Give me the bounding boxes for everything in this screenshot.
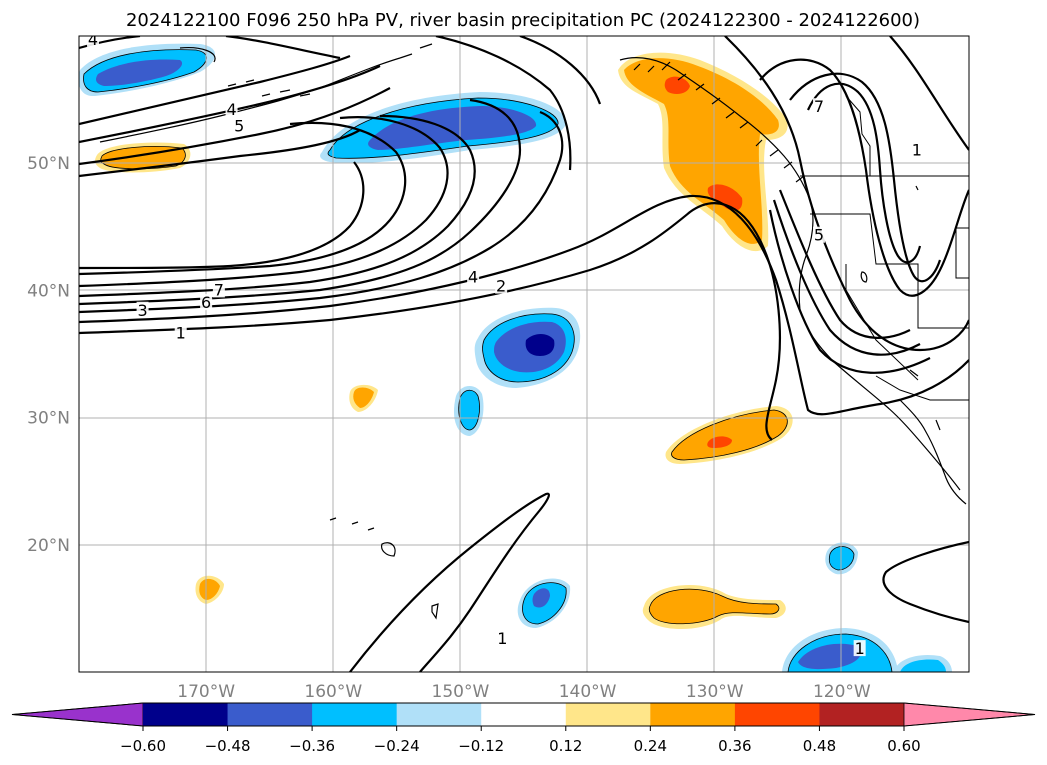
precip-shading xyxy=(79,43,952,672)
contour-label: 5 xyxy=(234,116,244,135)
colorbar-segment xyxy=(312,703,398,726)
contour-label: 2 xyxy=(496,277,506,296)
anomaly-positive xyxy=(199,578,220,600)
colorbar-tick-label: 0.12 xyxy=(549,737,582,755)
anomaly-negative xyxy=(532,588,550,608)
contour-label-bg xyxy=(467,268,480,285)
colorbar-segments xyxy=(11,702,1036,727)
longitude-tick-labels: 170°W 160°W 150°W 140°W 130°W 120°W xyxy=(177,682,871,702)
chart-title: 2024122100 F096 250 hPa PV, river basin … xyxy=(126,10,920,31)
anomaly-negative xyxy=(458,390,480,430)
anomaly-positive xyxy=(707,436,732,448)
latitude-tick-labels: 20°N 30°N 40°N 50°N xyxy=(27,154,70,556)
contour-label-bg xyxy=(812,98,825,115)
colorbar-segment xyxy=(565,703,651,726)
colorbar-segment xyxy=(227,703,313,726)
anomaly-positive xyxy=(353,387,374,408)
contour-label-bg xyxy=(136,301,149,318)
colorbar-tick-label: 0.24 xyxy=(634,737,667,755)
colorbar: −0.60 −0.48 −0.36 −0.24 −0.12 0.12 0.24 0.36 0.4… xyxy=(11,702,1036,755)
colorbar-segment xyxy=(481,703,567,726)
colorbar-segment xyxy=(650,703,736,726)
anomaly-negative xyxy=(829,546,854,570)
colorbar-tick-label: 0.36 xyxy=(718,737,751,755)
colorbar-segment xyxy=(143,703,229,726)
contour-label-bg xyxy=(200,294,213,311)
anomaly-negative xyxy=(525,334,555,356)
contour-label: 3 xyxy=(137,301,147,320)
contour-label-bg xyxy=(910,141,923,158)
contour-label-bg xyxy=(233,117,246,134)
contour-label-bg xyxy=(812,226,825,243)
colorbar-segment xyxy=(819,703,905,726)
lat-tick-label: 20°N xyxy=(27,536,70,556)
contour-label: 7 xyxy=(814,97,824,116)
contour-label: 6 xyxy=(201,293,211,312)
shading-outlines xyxy=(83,49,893,672)
lon-tick-label: 140°W xyxy=(559,682,617,702)
map-frame xyxy=(78,35,970,673)
contour-label-bg xyxy=(212,281,225,298)
anomaly-positive xyxy=(671,410,788,460)
lon-tick-label: 160°W xyxy=(304,682,362,702)
colorbar-tick-label: −0.48 xyxy=(205,737,251,755)
colorbar-segment xyxy=(396,703,482,726)
lat-tick-label: 40°N xyxy=(27,281,70,301)
contour-label-bg xyxy=(496,629,509,646)
colorbar-tick-label: −0.36 xyxy=(289,737,335,755)
lat-tick-label: 50°N xyxy=(27,154,70,174)
contour-label: 1 xyxy=(176,324,186,343)
colorbar-tick-label: 0.48 xyxy=(803,737,836,755)
lon-tick-label: 170°W xyxy=(177,682,235,702)
contour-label: 1 xyxy=(497,629,507,648)
anomaly-positive xyxy=(707,184,743,211)
gridlines xyxy=(79,36,969,672)
colorbar-extend-high xyxy=(903,702,1036,727)
colorbar-extend-low xyxy=(11,702,144,727)
anomaly-negative xyxy=(96,59,183,86)
anomaly-negative xyxy=(900,659,946,672)
colorbar-tick-label: −0.12 xyxy=(458,737,504,755)
contour-label: 5 xyxy=(814,226,824,245)
contour-label-bg xyxy=(853,640,866,657)
contour-label-bg xyxy=(495,277,508,294)
lon-tick-label: 130°W xyxy=(686,682,744,702)
colorbar-tick-label: −0.24 xyxy=(374,737,420,755)
contour-label: 4 xyxy=(88,30,98,49)
lat-tick-label: 30°N xyxy=(27,409,70,429)
colorbar-tick-label: 0.60 xyxy=(887,737,920,755)
lon-tick-label: 120°W xyxy=(813,682,871,702)
contour-label: 1 xyxy=(855,639,865,658)
anomaly-positive xyxy=(664,76,690,94)
contour-label: 4 xyxy=(468,268,478,287)
contour-label-bg xyxy=(174,324,187,341)
contour-label-bg xyxy=(86,36,99,47)
colorbar-segment xyxy=(734,703,820,726)
contour-label: 4 xyxy=(226,100,236,119)
contour-label: 7 xyxy=(214,280,224,299)
colorbar-tick-label: −0.60 xyxy=(120,737,166,755)
pv-contours xyxy=(79,36,969,672)
contour-label: 1 xyxy=(912,140,922,159)
contour-label-bg xyxy=(225,100,238,117)
anomaly-negative xyxy=(798,643,862,670)
lon-tick-label: 150°W xyxy=(432,682,490,702)
colorbar-tick-labels: −0.60 −0.48 −0.36 −0.24 −0.12 0.12 0.24 0.36 0.4… xyxy=(120,726,921,755)
